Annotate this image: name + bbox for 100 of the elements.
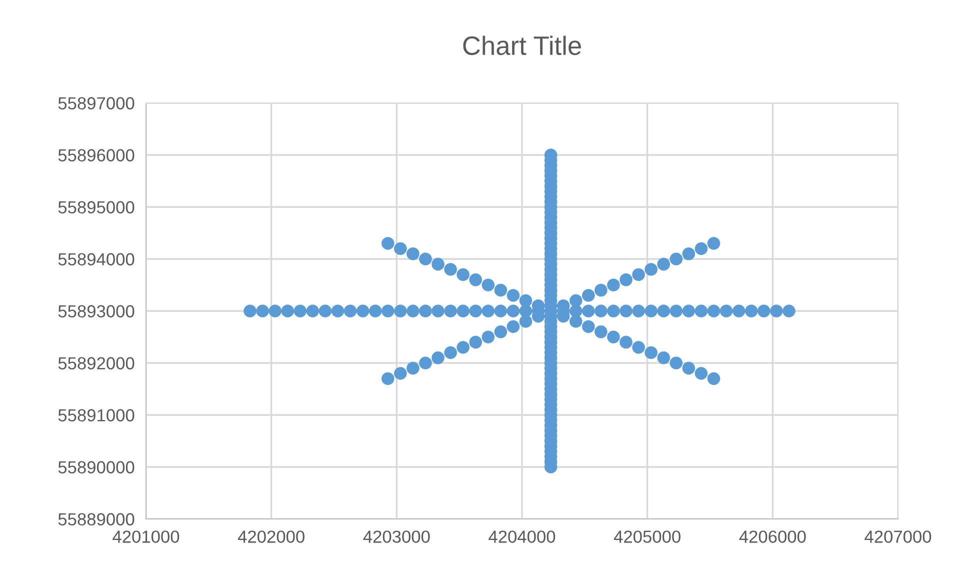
point bbox=[368, 304, 382, 318]
point bbox=[620, 336, 632, 349]
point bbox=[682, 362, 696, 375]
point bbox=[406, 247, 420, 260]
point bbox=[757, 304, 770, 318]
point bbox=[394, 367, 407, 380]
point bbox=[281, 304, 294, 318]
point bbox=[519, 294, 532, 307]
point bbox=[670, 356, 683, 370]
point bbox=[419, 252, 432, 266]
point bbox=[394, 242, 407, 255]
point bbox=[482, 304, 495, 318]
point bbox=[268, 304, 282, 318]
y-tick-label: 55892000 bbox=[58, 357, 134, 370]
point bbox=[482, 330, 495, 344]
point bbox=[444, 263, 457, 276]
y-tick-label: 55896000 bbox=[58, 149, 134, 162]
point bbox=[644, 304, 658, 318]
point bbox=[582, 304, 595, 318]
point bbox=[318, 304, 332, 318]
point bbox=[469, 304, 482, 318]
point bbox=[469, 273, 482, 286]
point bbox=[782, 304, 796, 318]
point bbox=[469, 336, 482, 349]
point bbox=[506, 289, 520, 302]
y-tick-label: 55895000 bbox=[58, 201, 134, 214]
y-tick-label: 55894000 bbox=[58, 253, 134, 266]
point bbox=[432, 258, 444, 271]
point bbox=[732, 304, 746, 318]
point bbox=[720, 304, 733, 318]
y-tick-label: 55891000 bbox=[58, 409, 134, 422]
point bbox=[444, 346, 457, 359]
point bbox=[594, 325, 608, 338]
x-tick-label: 4204000 bbox=[488, 530, 556, 543]
point bbox=[244, 304, 256, 318]
point bbox=[632, 341, 645, 354]
point bbox=[620, 304, 632, 318]
point bbox=[632, 268, 645, 281]
point bbox=[744, 304, 758, 318]
point bbox=[432, 304, 444, 318]
point bbox=[582, 320, 595, 333]
point bbox=[694, 367, 708, 380]
point bbox=[506, 304, 520, 318]
point bbox=[456, 304, 470, 318]
x-tick-label: 4207000 bbox=[864, 530, 932, 543]
point bbox=[657, 258, 670, 271]
point bbox=[594, 284, 608, 297]
point bbox=[594, 304, 608, 318]
y-tick-label: 55897000 bbox=[58, 97, 134, 110]
point bbox=[506, 320, 520, 333]
x-tick-label: 4205000 bbox=[614, 530, 680, 543]
point bbox=[444, 304, 457, 318]
point bbox=[432, 351, 444, 364]
point bbox=[494, 304, 508, 318]
point bbox=[620, 273, 632, 286]
point bbox=[494, 284, 508, 297]
point bbox=[682, 304, 696, 318]
x-tick-label: 4203000 bbox=[363, 530, 430, 543]
point bbox=[569, 315, 582, 328]
point bbox=[381, 372, 394, 385]
point bbox=[456, 268, 470, 281]
point bbox=[670, 304, 683, 318]
point bbox=[406, 362, 420, 375]
point bbox=[381, 237, 394, 250]
point bbox=[670, 252, 683, 266]
point bbox=[607, 278, 620, 292]
x-tick-label: 4202000 bbox=[238, 530, 304, 543]
point bbox=[707, 304, 720, 318]
point bbox=[394, 304, 407, 318]
point bbox=[632, 304, 645, 318]
point bbox=[607, 330, 620, 344]
point bbox=[644, 346, 658, 359]
point bbox=[694, 242, 708, 255]
point bbox=[419, 356, 432, 370]
point bbox=[494, 325, 508, 338]
point bbox=[331, 304, 344, 318]
chart-title: Chart Title bbox=[463, 36, 581, 56]
y-tick-label: 55890000 bbox=[58, 461, 134, 474]
x-tick-label: 4201000 bbox=[112, 530, 180, 543]
point bbox=[306, 304, 320, 318]
point bbox=[569, 294, 582, 307]
point bbox=[607, 304, 620, 318]
point bbox=[644, 263, 658, 276]
point bbox=[694, 304, 708, 318]
point bbox=[657, 351, 670, 364]
y-tick-label: 55893000 bbox=[58, 305, 134, 318]
point bbox=[294, 304, 307, 318]
point bbox=[770, 304, 783, 318]
y-tick-label: 55889000 bbox=[58, 513, 134, 526]
point bbox=[381, 304, 394, 318]
point bbox=[707, 237, 720, 250]
point bbox=[344, 304, 357, 318]
point bbox=[519, 315, 532, 328]
point bbox=[482, 278, 495, 292]
point bbox=[406, 304, 420, 318]
point bbox=[256, 304, 269, 318]
point bbox=[582, 289, 595, 302]
point bbox=[356, 304, 370, 318]
point bbox=[419, 304, 432, 318]
point bbox=[657, 304, 670, 318]
